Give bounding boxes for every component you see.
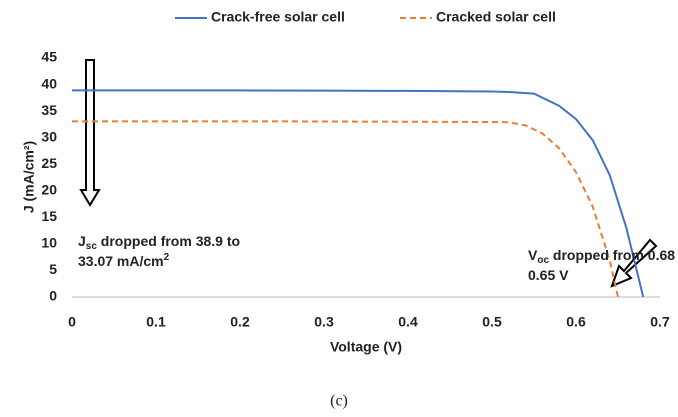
annotation-part: sc — [86, 241, 98, 252]
x-tick-label: 0.3 — [314, 314, 334, 330]
y-tick-label: 10 — [41, 235, 57, 251]
y-tick-label: 40 — [41, 75, 57, 91]
annotation-part: J — [78, 233, 86, 249]
annotation-part: dropped from 38.9 to — [97, 233, 240, 249]
y-tick-label: 25 — [41, 155, 57, 171]
x-tick-label: 0.7 — [650, 314, 670, 330]
annotation: Voc dropped from 0.68 to — [528, 247, 678, 266]
caption: (c) — [330, 393, 348, 410]
legend-label: Cracked solar cell — [436, 9, 556, 25]
annotation-part: 0.65 V — [528, 267, 569, 283]
annotation-part: 33.07 mA/cm — [78, 253, 164, 269]
y-tick-label: 0 — [49, 288, 57, 304]
annotation-part: 2 — [164, 252, 170, 263]
annotation: 0.65 V — [528, 267, 569, 283]
line — [72, 89, 645, 298]
x-tick-label: 0.1 — [146, 314, 166, 330]
annotation: 33.07 mA/cm2 — [78, 252, 170, 269]
annotation-part: oc — [537, 255, 549, 266]
x-tick-label: 0.6 — [566, 314, 586, 330]
x-axis-label: Voltage (V) — [330, 339, 402, 355]
annotation: Jsc dropped from 38.9 to — [78, 233, 240, 252]
annotation-part: dropped from 0.68 to — [549, 247, 678, 263]
x-tick-label: 0.4 — [398, 314, 418, 330]
x-tick-label: 0.2 — [230, 314, 250, 330]
line — [72, 120, 619, 298]
x-tick-label: 0 — [68, 314, 76, 330]
annotation-part: V — [528, 247, 538, 263]
y-tick-label: 20 — [41, 181, 57, 197]
legend-label: Crack-free solar cell — [211, 9, 345, 25]
y-tick-label: 5 — [49, 261, 57, 277]
y-tick-label: 45 — [41, 49, 57, 65]
y-axis-label: J (mA/cm²) — [21, 141, 37, 213]
arrow — [79, 59, 101, 207]
y-tick-label: 35 — [41, 102, 57, 118]
x-tick-label: 0.5 — [482, 314, 502, 330]
y-tick-label: 15 — [41, 208, 57, 224]
y-tick-label: 30 — [41, 128, 57, 144]
